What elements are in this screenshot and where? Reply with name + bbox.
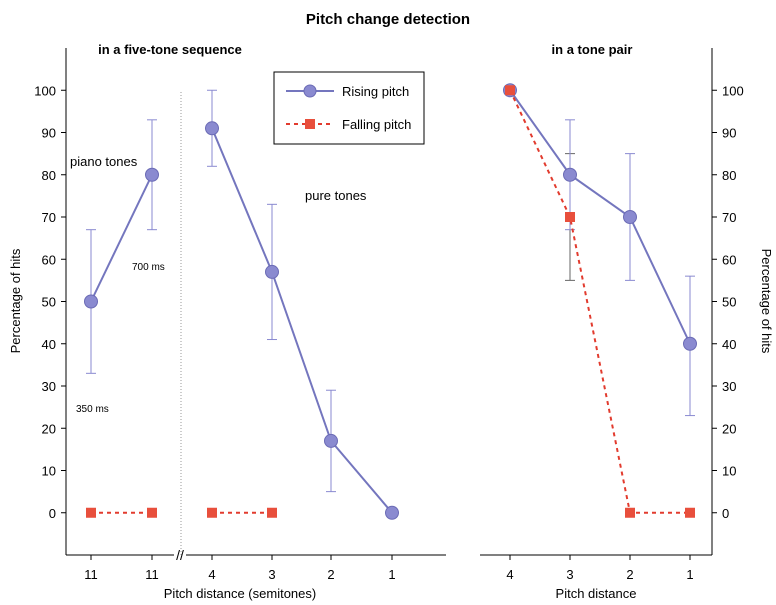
right-falling-point — [625, 507, 635, 518]
left-y-tick-label: 20 — [42, 421, 56, 436]
right-falling-line — [509, 89, 690, 514]
right-y-tick-label: 0 — [722, 506, 729, 521]
piano-x-tick-label: 11 — [84, 567, 98, 582]
right-y-tick-label: 10 — [722, 464, 736, 479]
right-y-tick-label: 90 — [722, 126, 736, 141]
legend-box — [273, 71, 425, 145]
right-ylabel: Percentage of hits — [759, 249, 774, 354]
right-y-tick-label: 70 — [722, 210, 736, 225]
right-y-tick-label: 30 — [722, 379, 736, 394]
pure-x-tick-label: 2 — [327, 567, 334, 582]
left-ylabel: Percentage of hits — [8, 248, 23, 353]
right-rising-point — [683, 336, 697, 351]
piano-rising-line — [90, 174, 153, 302]
right-x-tick-label: 3 — [566, 567, 573, 582]
pure-x-tick-label: 3 — [268, 567, 275, 582]
piano-rising-point — [145, 167, 159, 182]
pure-falling-point — [207, 507, 217, 518]
pure-falling-point — [267, 507, 277, 518]
left-y-tick-label: 100 — [34, 83, 56, 98]
left-y-tick-label: 30 — [42, 379, 56, 394]
right-rising-point — [623, 210, 637, 224]
piano-tones-label: piano tones — [70, 154, 138, 169]
legend-falling-marker — [305, 119, 315, 129]
left-y-tick-label: 60 — [42, 252, 56, 267]
note-700ms: 700 ms — [132, 262, 165, 273]
left-xlabel: Pitch distance (semitones) — [164, 586, 316, 601]
note-350ms: 350 ms — [76, 404, 109, 415]
right-rising-point — [563, 167, 577, 182]
plot-area — [84, 83, 697, 520]
right-y-tick-label: 50 — [722, 295, 736, 310]
right-falling-point — [565, 212, 575, 222]
axis-break-mark: // — [176, 547, 184, 563]
piano-falling-point — [86, 507, 96, 518]
left-y-tick-label: 10 — [42, 464, 56, 479]
right-y-tick-label: 20 — [722, 421, 736, 436]
right-y-tick-label: 40 — [722, 337, 736, 352]
piano-rising-point — [84, 294, 98, 309]
legend: Rising pitch Falling pitch — [273, 71, 425, 145]
left-y-tick-label: 80 — [42, 168, 56, 183]
axes: // 0 0 10 10 20 20 30 30 40 40 50 50 60 60 70 70 80 80 90 90… — [34, 48, 744, 582]
legend-rising-label: Rising pitch — [342, 84, 409, 99]
pure-x-tick-label: 1 — [388, 567, 395, 582]
pure-rising-point — [265, 264, 279, 279]
chart-title: Pitch change detection — [306, 11, 470, 28]
left-y-tick-label: 70 — [42, 210, 56, 225]
left-y-tick-label: 50 — [42, 295, 56, 310]
pure-rising-point — [205, 121, 219, 136]
right-y-tick-label: 60 — [722, 252, 736, 267]
pure-rising-line — [211, 127, 393, 514]
pure-rising-point — [324, 433, 338, 448]
left-y-tick-label: 40 — [42, 337, 56, 352]
piano-x-tick-label: 11 — [145, 567, 159, 582]
right-rising-line — [509, 89, 691, 345]
right-falling-point — [685, 507, 695, 518]
right-y-tick-label: 80 — [722, 168, 736, 183]
pure-tones-label: pure tones — [305, 188, 367, 203]
pure-rising-point — [385, 505, 399, 520]
right-falling-point — [505, 85, 515, 96]
right-panel-subtitle: in a tone pair — [552, 42, 633, 57]
left-y-tick-label: 90 — [42, 126, 56, 141]
pure-x-tick-label: 4 — [208, 567, 215, 582]
right-xlabel: Pitch distance — [556, 586, 637, 601]
legend-rising-marker — [303, 84, 317, 98]
right-x-tick-label: 4 — [506, 567, 513, 582]
right-x-tick-label: 1 — [686, 567, 693, 582]
left-panel-subtitle: in a five-tone sequence — [98, 42, 242, 57]
left-y-tick-label: 0 — [49, 506, 56, 521]
right-x-tick-label: 2 — [626, 567, 633, 582]
piano-falling-point — [147, 507, 157, 518]
right-y-tick-label: 100 — [722, 83, 744, 98]
legend-falling-label: Falling pitch — [342, 117, 411, 132]
